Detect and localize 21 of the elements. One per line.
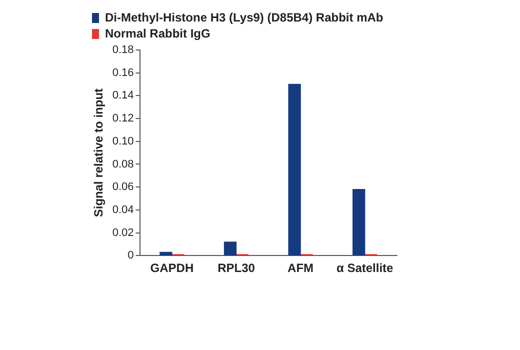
bar [160, 252, 172, 256]
y-tick-label: 0.04 [112, 204, 134, 216]
y-tick-label: 0.02 [112, 226, 134, 239]
x-tick-label: RPL30 [218, 261, 256, 276]
bar [352, 189, 366, 256]
bar [288, 84, 301, 256]
y-tick-label: 0.10 [112, 135, 134, 148]
y-tick-label: 0.14 [112, 90, 134, 102]
legend-label: Di-Methyl-Histone H3 (Lys9) (D85B4) Rabbit mAb [105, 10, 384, 24]
y-tick-label: 0.08 [112, 158, 134, 170]
x-tick-label: α Satellite [336, 261, 394, 276]
y-tick-label: 0.06 [112, 181, 134, 194]
x-tick-label: GAPDH [150, 261, 194, 276]
y-tick-label: 0.12 [112, 112, 134, 125]
y-axis-title: Signal relative to input [92, 88, 106, 218]
x-tick-label: AFM [288, 261, 314, 276]
legend-label: Normal Rabbit IgG [105, 26, 210, 40]
y-tick-label: 0.16 [112, 66, 134, 79]
y-tick-label: 0.18 [112, 44, 134, 56]
bar [224, 242, 237, 256]
y-tick-label: 0 [128, 250, 134, 262]
